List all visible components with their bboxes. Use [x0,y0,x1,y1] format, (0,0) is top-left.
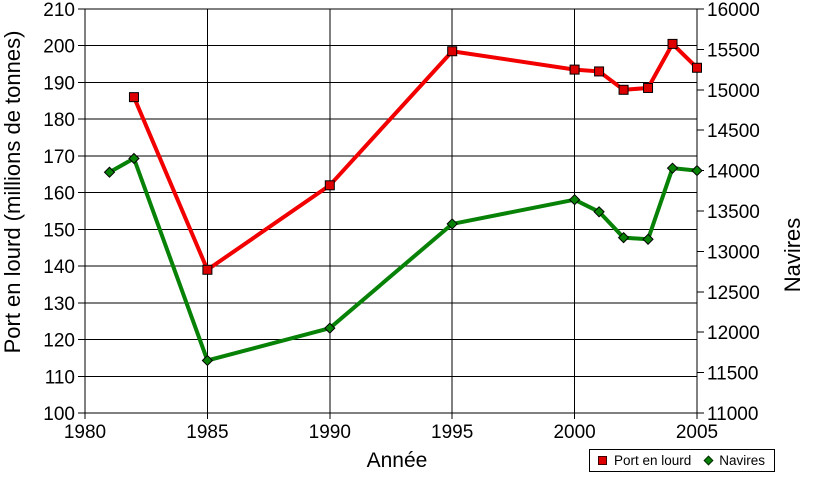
y-right-tick-label: 14000 [707,162,760,183]
y-left-tick-label: 190 [43,73,75,94]
y-right-tick-label: 12500 [707,283,760,304]
y-right-tick-label: 12000 [707,323,760,344]
square-marker-icon [598,456,607,465]
x-axis-title: Année [367,449,428,472]
y-left-tick-label: 210 [43,0,75,21]
data-point-port-en-lourd [128,92,139,103]
x-tick-label: 1985 [186,422,228,443]
data-point-navires [103,166,116,178]
data-point-port-en-lourd [324,180,335,191]
data-point-port-en-lourd [594,66,605,77]
data-point-port-en-lourd [618,84,629,95]
y-left-tick-label: 160 [43,184,75,205]
y-right-tick-label: 14500 [707,121,760,142]
grid-layer [78,8,704,419]
data-point-port-en-lourd [202,264,213,275]
data-point-navires [617,231,630,244]
data-point-navires [642,233,654,245]
y-right-tick-label: 13500 [707,202,760,223]
y-left-tick-label: 140 [43,257,75,278]
series-layer [103,38,703,367]
x-tick-label: 1995 [431,422,473,443]
series-line-navires [108,155,698,363]
data-point-navires [691,164,703,177]
data-point-port-en-lourd [643,82,654,93]
y-right-tick-label: 15500 [707,40,760,61]
series-line-port-en-lourd [132,40,699,273]
x-tick-label: 1980 [64,422,106,443]
data-point-navires [593,206,605,218]
x-tick-label: 1990 [309,422,351,443]
plot-border [84,8,698,414]
y-right-tick-label: 11500 [707,364,758,385]
tick-label-layer: 100 110 120 130 140 150 160 170 180 190 200 210 1100… [43,0,760,443]
data-point-navires [201,354,214,367]
chart-legend: Port en lourd Navires [589,449,776,472]
y-axis-left-title: Port en lourd (millions de tonnes) [0,31,25,354]
data-point-port-en-lourd [569,64,580,75]
x-tick-label: 2005 [676,422,718,443]
y-left-tick-label: 120 [43,331,75,352]
data-point-navires [446,218,458,230]
y-left-tick-label: 180 [43,110,75,131]
data-point-port-en-lourd [667,38,678,49]
data-point-navires [568,193,581,206]
y-right-tick-label: 13000 [707,242,760,263]
data-point-port-en-lourd [447,46,458,57]
y-left-tick-label: 110 [45,367,75,388]
y-left-tick-label: 100 [43,404,75,425]
data-point-navires [324,322,336,334]
diamond-marker-icon [703,455,714,466]
y-left-tick-label: 170 [43,147,75,168]
data-point-port-en-lourd [692,62,702,73]
y-right-tick-label: 11000 [707,404,758,425]
data-point-navires [128,152,140,165]
x-tick-label: 2000 [553,422,595,443]
data-point-navires [666,162,679,174]
y-left-tick-label: 130 [43,294,75,315]
y-axis-right-title: Navires [780,218,805,293]
y-right-tick-label: 16000 [707,0,760,21]
y-right-tick-label: 15000 [707,81,760,102]
legend-label-navires: Navires [719,453,766,468]
y-left-tick-label: 200 [43,37,75,58]
legend-label-port-en-lourd: Port en lourd [614,453,692,468]
y-left-tick-label: 150 [43,220,75,241]
